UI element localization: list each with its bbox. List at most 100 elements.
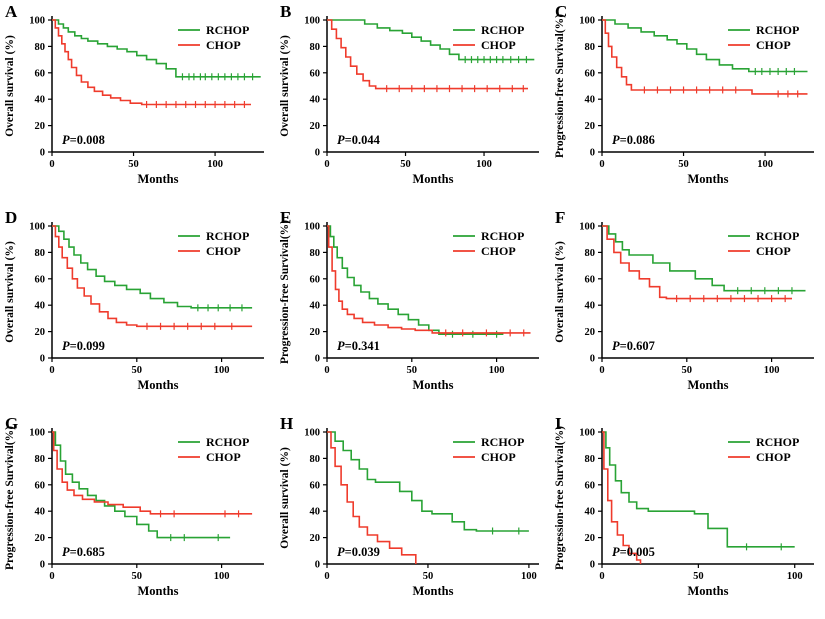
curve-rchop bbox=[327, 431, 529, 532]
y-tick-label: 100 bbox=[304, 222, 320, 233]
y-axis-title: Overall survival (%) bbox=[4, 241, 16, 343]
legend-label-rchop: RCHOP bbox=[756, 435, 799, 449]
curve-chop bbox=[52, 19, 251, 106]
y-tick-label: 100 bbox=[304, 16, 320, 27]
legend-label-rchop: RCHOP bbox=[206, 229, 249, 243]
y-tick-label: 20 bbox=[35, 327, 46, 338]
y-tick-label: 0 bbox=[590, 560, 595, 571]
x-axis-title: Months bbox=[138, 172, 179, 186]
y-tick-label: 20 bbox=[310, 327, 321, 338]
legend-label-rchop: RCHOP bbox=[206, 435, 249, 449]
y-tick-label: 20 bbox=[310, 121, 321, 132]
curve-rchop bbox=[602, 19, 808, 73]
legend-label-chop: CHOP bbox=[756, 244, 791, 258]
y-tick-label: 80 bbox=[35, 454, 46, 465]
curve-chop bbox=[52, 225, 253, 328]
x-tick-label: 0 bbox=[49, 571, 54, 582]
y-tick-label: 40 bbox=[585, 507, 596, 518]
panel-g: G 0 20 40 60 80 100 0 50 100 Progression-free Sur… bbox=[0, 412, 275, 618]
p-value-label: P=0.039 bbox=[337, 545, 380, 559]
x-axis-title: Months bbox=[413, 378, 454, 392]
y-axis-title: Progression-free Survival(%) bbox=[4, 426, 16, 570]
legend-label-chop: CHOP bbox=[481, 450, 516, 464]
legend-label-chop: CHOP bbox=[206, 38, 241, 52]
y-tick-label: 60 bbox=[585, 274, 596, 285]
km-plot-h: 0 20 40 60 80 100 0 50 100 Overall survival (%) Mo… bbox=[279, 428, 539, 598]
curve-chop bbox=[602, 19, 808, 95]
y-tick-label: 60 bbox=[310, 480, 321, 491]
x-tick-label: 50 bbox=[693, 571, 704, 582]
y-tick-label: 20 bbox=[310, 533, 321, 544]
curve-rchop bbox=[327, 19, 535, 61]
y-axis-title: Progression-free Survival(%) bbox=[554, 426, 566, 570]
x-axis-title: Months bbox=[688, 172, 729, 186]
legend-label-chop: CHOP bbox=[206, 450, 241, 464]
curve-chop bbox=[327, 431, 417, 564]
km-plot-e: 0 20 40 60 80 100 0 50 100 Progression-free Survi… bbox=[279, 220, 539, 392]
x-tick-label: 100 bbox=[757, 159, 773, 170]
y-tick-label: 20 bbox=[585, 533, 596, 544]
y-tick-label: 80 bbox=[35, 42, 46, 53]
p-value-label: P=0.099 bbox=[62, 339, 105, 353]
km-plot-i: 0 20 40 60 80 100 0 50 100 Progression-free Survi… bbox=[554, 426, 814, 598]
y-tick-label: 80 bbox=[35, 248, 46, 259]
y-tick-label: 60 bbox=[310, 274, 321, 285]
km-plot-c: 0 20 40 60 80 100 0 50 100 Progression-free Survi… bbox=[554, 14, 814, 186]
x-tick-label: 50 bbox=[682, 365, 693, 376]
y-tick-label: 0 bbox=[315, 560, 320, 571]
y-axis-title: Progression-free Survival(%) bbox=[279, 220, 291, 364]
curve-chop bbox=[327, 19, 528, 90]
y-tick-label: 80 bbox=[585, 248, 596, 259]
panel-letter-b: B bbox=[280, 2, 292, 21]
curve-chop bbox=[52, 431, 253, 515]
curve-rchop bbox=[602, 225, 806, 292]
panel-b: B 0 20 40 60 80 100 0 50 100 Overall survival (%)… bbox=[275, 0, 550, 206]
curve-rchop bbox=[602, 431, 795, 548]
x-axis-title: Months bbox=[413, 584, 454, 598]
y-tick-label: 100 bbox=[579, 222, 595, 233]
curve-chop bbox=[327, 225, 531, 334]
curve-rchop bbox=[327, 225, 504, 335]
x-tick-label: 100 bbox=[214, 571, 230, 582]
km-plot-b: 0 20 40 60 80 100 0 50 100 Overall survival (%) Mo… bbox=[279, 16, 539, 186]
y-tick-label: 20 bbox=[585, 327, 596, 338]
x-tick-label: 100 bbox=[214, 365, 230, 376]
y-tick-label: 80 bbox=[310, 454, 321, 465]
y-tick-label: 60 bbox=[585, 68, 596, 79]
x-axis-title: Months bbox=[688, 378, 729, 392]
y-tick-label: 40 bbox=[35, 301, 46, 312]
panel-letter-c: C bbox=[555, 2, 568, 21]
x-tick-label: 0 bbox=[49, 365, 54, 376]
km-plot-f: 0 20 40 60 80 100 0 50 100 Overall survival (%) Mo… bbox=[554, 222, 814, 392]
y-tick-label: 100 bbox=[29, 222, 45, 233]
panel-a: A 0 20 40 60 80 100 0 50 100 Overall survival (%)… bbox=[0, 0, 275, 206]
y-tick-label: 80 bbox=[585, 42, 596, 53]
y-tick-label: 100 bbox=[304, 428, 320, 439]
km-plot-a: 0 20 40 60 80 100 0 50 100 Overall survival (%) Mo… bbox=[4, 16, 264, 186]
x-tick-label: 50 bbox=[132, 365, 143, 376]
x-tick-label: 100 bbox=[787, 571, 803, 582]
y-tick-label: 0 bbox=[590, 354, 595, 365]
y-tick-label: 100 bbox=[579, 428, 595, 439]
p-value-label: P=0.086 bbox=[612, 133, 655, 147]
panel-c: C 0 20 40 60 80 100 0 50 100 Progression-free Sur… bbox=[550, 0, 825, 206]
curve-chop bbox=[602, 431, 642, 564]
panel-h: H 0 20 40 60 80 100 0 50 100 Overall survival (%)… bbox=[275, 412, 550, 618]
y-tick-label: 40 bbox=[585, 95, 596, 106]
y-tick-label: 100 bbox=[579, 16, 595, 27]
y-axis-title: Overall survival (%) bbox=[554, 241, 566, 343]
panel-e: E 0 20 40 60 80 100 0 50 100 Progression-free Sur… bbox=[275, 206, 550, 412]
x-tick-label: 100 bbox=[764, 365, 780, 376]
legend-label-rchop: RCHOP bbox=[756, 23, 799, 37]
x-tick-label: 0 bbox=[49, 159, 54, 170]
legend-label-chop: CHOP bbox=[481, 244, 516, 258]
y-tick-label: 40 bbox=[310, 95, 321, 106]
y-tick-label: 20 bbox=[35, 533, 46, 544]
panel-letter-e: E bbox=[280, 208, 292, 227]
y-tick-label: 60 bbox=[310, 68, 321, 79]
x-axis-title: Months bbox=[138, 584, 179, 598]
y-tick-label: 40 bbox=[35, 507, 46, 518]
curve-rchop bbox=[52, 225, 253, 309]
y-tick-label: 80 bbox=[310, 248, 321, 259]
